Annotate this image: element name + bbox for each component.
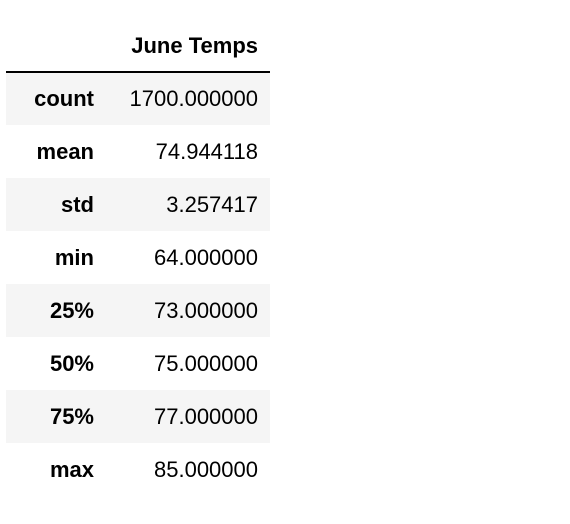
row-label: max bbox=[49, 456, 94, 482]
table-row: min 64.000000 bbox=[6, 231, 270, 284]
cell-value: 74.944118 bbox=[155, 138, 258, 164]
table-row: 50% 75.000000 bbox=[6, 337, 270, 390]
header-row: June Temps bbox=[6, 20, 270, 73]
cell-value: 1700.000000 bbox=[129, 86, 258, 111]
table-body: count 1700.000000 mean 74.944118 std 3.2… bbox=[6, 72, 270, 496]
cell-value: 85.000000 bbox=[154, 456, 258, 482]
row-label: mean bbox=[36, 138, 94, 164]
table-row: mean 74.944118 bbox=[6, 125, 270, 178]
dataframe-output: June Temps count 1700.000000 mean 74.944… bbox=[6, 20, 270, 496]
cell-value: 77.000000 bbox=[154, 403, 258, 429]
table-row: std 3.257417 bbox=[6, 178, 270, 231]
cell-value: 75.000000 bbox=[154, 350, 258, 376]
cell-value: 64.000000 bbox=[154, 244, 258, 270]
column-header-june-temps: June Temps bbox=[106, 20, 270, 73]
row-label: count bbox=[34, 86, 94, 111]
describe-table: June Temps count 1700.000000 mean 74.944… bbox=[6, 20, 270, 496]
table-row: 75% 77.000000 bbox=[6, 390, 270, 443]
index-corner bbox=[6, 20, 106, 73]
row-label: 50% bbox=[49, 350, 94, 376]
table-row: max 85.000000 bbox=[6, 443, 270, 496]
row-label: 25% bbox=[49, 297, 94, 323]
row-label: std bbox=[61, 191, 94, 217]
row-label: min bbox=[54, 244, 94, 270]
cell-value: 3.257417 bbox=[166, 191, 258, 217]
table-row: 25% 73.000000 bbox=[6, 284, 270, 337]
table-row: count 1700.000000 bbox=[6, 72, 270, 125]
row-label: 75% bbox=[49, 403, 94, 429]
cell-value: 73.000000 bbox=[154, 297, 258, 323]
table-header: June Temps bbox=[6, 20, 270, 73]
